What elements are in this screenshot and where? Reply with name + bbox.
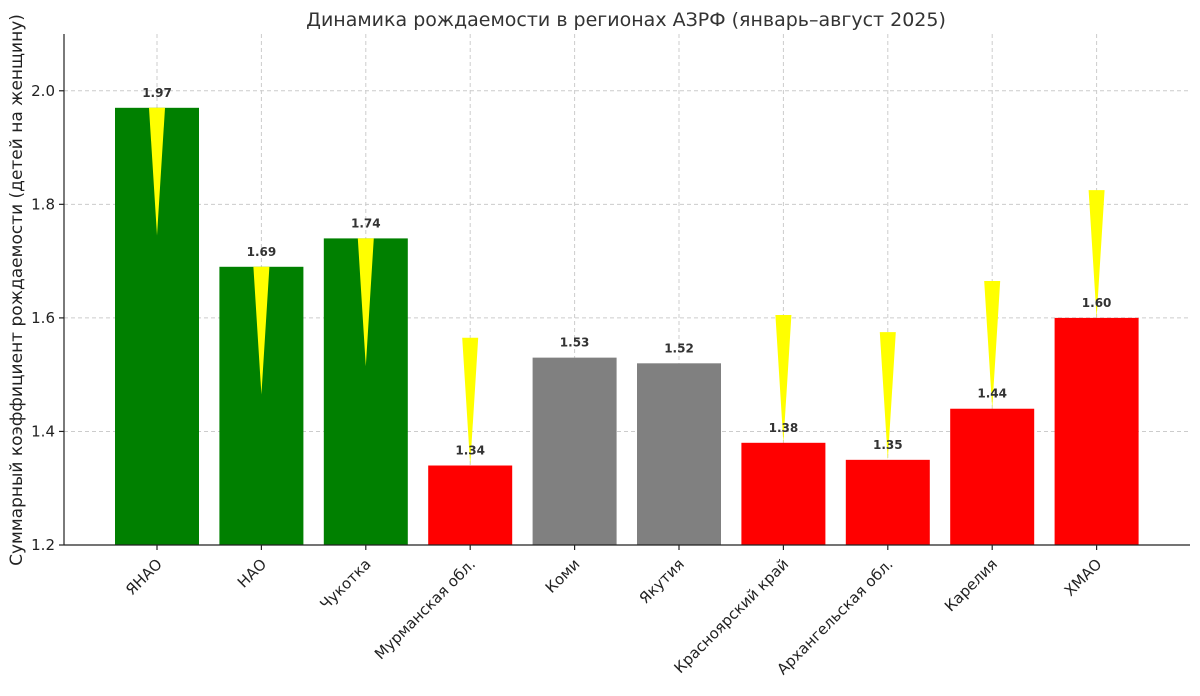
bar — [741, 442, 826, 545]
bar — [532, 357, 617, 545]
y-tick-label: 1.6 — [31, 309, 55, 327]
data-label: 1.97 — [142, 86, 172, 100]
data-label: 1.69 — [247, 245, 277, 259]
x-tick-label: Якутия — [636, 555, 688, 607]
bar — [428, 465, 513, 545]
trend-arrow — [879, 332, 896, 460]
trend-arrow — [462, 337, 479, 466]
trend-arrow — [984, 280, 1001, 409]
data-label: 1.44 — [977, 387, 1007, 401]
trend-arrow — [1088, 190, 1105, 318]
bar — [1054, 317, 1139, 545]
trend-arrow — [149, 107, 165, 236]
x-tick-label: Красноярский край — [670, 555, 792, 677]
data-label: 1.60 — [1082, 296, 1112, 310]
bars — [115, 107, 1139, 546]
trend-arrows — [149, 107, 1105, 466]
x-tick-label: НАО — [234, 555, 270, 591]
bar — [950, 408, 1035, 545]
bar — [637, 363, 721, 545]
data-labels: 1.97 1.69 1.74 1.34 1.53 1.52 1.38 1.35 1.44 1.60 — [142, 86, 1111, 458]
y-tick-label: 2.0 — [31, 82, 55, 100]
data-label: 1.38 — [769, 421, 799, 435]
x-tick-label: Карелия — [941, 555, 1001, 615]
x-tick-label: Архангельская обл. — [773, 555, 896, 678]
x-tick-label: Мурманская обл. — [371, 555, 479, 663]
trend-arrow — [253, 266, 270, 395]
x-tick-label: Коми — [542, 555, 584, 597]
data-label: 1.53 — [560, 336, 590, 350]
y-axis-label: Суммарный коэффициент рождаемости (детей… — [7, 14, 27, 566]
y-tick-label: 1.8 — [31, 195, 55, 213]
trend-arrow — [357, 238, 374, 367]
data-label: 1.34 — [455, 444, 485, 458]
y-tick-label: 1.2 — [31, 536, 55, 554]
bar — [845, 459, 930, 545]
data-label: 1.52 — [664, 341, 694, 355]
x-tick-label: Чукотка — [316, 555, 374, 613]
data-label: 1.74 — [351, 216, 381, 230]
chart-title: Динамика рождаемости в регионах АЗРФ (ян… — [306, 9, 946, 31]
y-tick-label: 1.4 — [31, 422, 55, 440]
trend-arrow — [775, 315, 792, 443]
data-label: 1.35 — [873, 438, 903, 452]
axes — [63, 34, 1190, 546]
x-tick-label: ЯНАО — [122, 555, 166, 599]
y-ticks: 1.2 1.4 1.6 1.8 2.0 — [31, 82, 64, 554]
x-tick-label: ХМАО — [1061, 555, 1106, 600]
